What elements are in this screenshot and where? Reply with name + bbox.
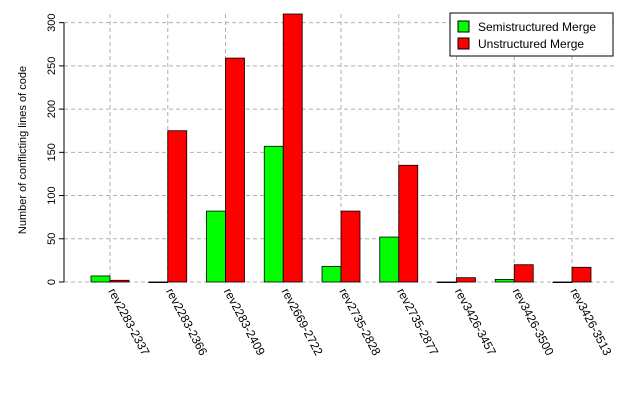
bar-semistructured — [148, 281, 169, 284]
legend-label-unstructured: Unstructured Merge — [478, 37, 584, 51]
y-tick-label: 200 — [46, 100, 58, 118]
y-tick-label: 100 — [46, 186, 58, 204]
legend: Semistructured Merge Unstructured Merge — [449, 12, 614, 57]
y-axis: 0 50 100 150 200 250 300 — [46, 13, 65, 285]
x-tick-label: rev3426-3500 — [510, 286, 557, 358]
x-tick-label: rev2283-2366 — [163, 286, 210, 358]
bar-unstructured — [398, 164, 419, 283]
bar-unstructured — [167, 130, 188, 283]
y-tick-label: 0 — [46, 279, 58, 285]
bar-semistructured — [206, 210, 226, 283]
bar-semistructured — [379, 236, 400, 283]
x-tick-label: rev2735-2828 — [336, 286, 383, 358]
legend-swatch-semistructured — [457, 20, 470, 33]
y-tick-label: 50 — [46, 233, 58, 245]
x-tick-label: rev2735-2877 — [394, 286, 441, 358]
bar-unstructured — [225, 57, 245, 283]
bar-unstructured — [282, 13, 303, 283]
grid-lines — [64, 14, 615, 283]
bar-semistructured — [90, 275, 111, 283]
y-tick-label: 150 — [46, 143, 58, 161]
bar-unstructured — [456, 277, 476, 283]
x-tick-labels: rev2283-2337 rev2283-2366 rev2283-2409 rev2… — [105, 286, 614, 358]
bar-unstructured — [513, 264, 534, 283]
legend-box — [449, 12, 614, 57]
bar-unstructured — [340, 210, 361, 283]
bar-semistructured — [263, 145, 284, 283]
y-tick-label: 300 — [46, 13, 58, 31]
bar-semistructured — [494, 279, 515, 283]
x-tick-label: rev2283-2409 — [221, 286, 268, 358]
y-axis-label: Number of conflicting lines of code — [17, 66, 29, 234]
y-tick-label: 250 — [46, 57, 58, 75]
legend-label-semistructured: Semistructured Merge — [478, 20, 596, 34]
x-tick-label: rev2669-2722 — [279, 286, 326, 358]
bars — [90, 13, 592, 284]
x-tick-label: rev3426-3513 — [567, 286, 614, 358]
bar-semistructured — [321, 266, 342, 283]
x-tick-label: rev3426-3457 — [452, 286, 499, 358]
legend-swatch-unstructured — [457, 37, 470, 50]
bar-unstructured — [571, 266, 592, 283]
bar-semistructured — [552, 281, 573, 284]
bar-semistructured — [437, 281, 457, 284]
bar-unstructured — [109, 279, 130, 283]
x-tick-label: rev2283-2337 — [105, 286, 152, 358]
